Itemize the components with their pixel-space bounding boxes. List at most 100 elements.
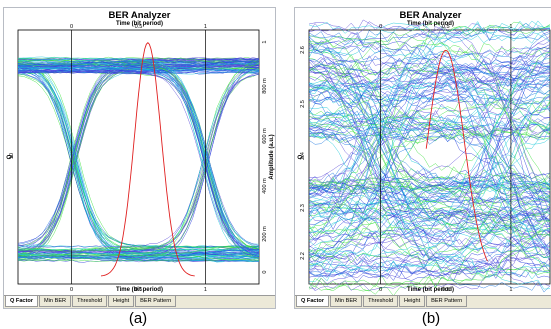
eye-trace bbox=[17, 252, 260, 258]
bottom-axis-label: Time (bit period) bbox=[116, 287, 163, 293]
eye-trace bbox=[17, 72, 260, 253]
eye-traces bbox=[308, 19, 551, 297]
eye-trace bbox=[308, 84, 551, 108]
right-tick-label: 600 m bbox=[262, 128, 268, 144]
left-tick-label: 2.2 bbox=[300, 252, 306, 260]
eye-trace bbox=[308, 233, 550, 292]
eye-trace bbox=[308, 176, 551, 272]
tab-threshold[interactable]: Threshold bbox=[363, 296, 398, 307]
eye-trace bbox=[308, 20, 551, 246]
eye-trace bbox=[17, 74, 260, 254]
bottom-tick-label: 1 bbox=[204, 287, 207, 293]
eye-trace bbox=[308, 63, 551, 191]
eye-trace bbox=[308, 126, 551, 222]
eye-trace bbox=[308, 204, 551, 221]
eye-trace bbox=[308, 108, 551, 210]
eye-trace bbox=[308, 27, 551, 193]
tab-threshold[interactable]: Threshold bbox=[72, 296, 107, 307]
eye-trace bbox=[308, 181, 551, 259]
eye-trace bbox=[308, 172, 551, 260]
eye-diagram-plot: 0 0 0.5 0.5 1 1 Q10 1 800 m 600 m 400 m 200 m 0 Ampli… bbox=[7, 24, 275, 293]
eye-trace bbox=[308, 62, 551, 92]
eye-trace bbox=[308, 209, 551, 236]
eye-trace bbox=[17, 73, 260, 249]
panel-title: BER Analyzer bbox=[399, 10, 462, 21]
eye-trace bbox=[308, 37, 551, 257]
eye-trace bbox=[308, 63, 551, 101]
right-tick-label: 1 bbox=[262, 40, 268, 43]
eye-trace bbox=[308, 35, 551, 254]
eye-trace bbox=[308, 130, 551, 214]
eye-trace bbox=[308, 25, 550, 267]
eye-trace bbox=[308, 180, 551, 297]
eye-trace bbox=[17, 254, 260, 262]
eye-trace bbox=[308, 21, 551, 235]
eye-trace bbox=[308, 219, 551, 289]
eye-trace bbox=[18, 71, 259, 257]
eye-trace bbox=[308, 119, 551, 141]
eye-trace bbox=[308, 111, 551, 222]
eye-trace bbox=[308, 35, 551, 182]
eye-trace bbox=[308, 21, 551, 249]
tab-height[interactable]: Height bbox=[107, 296, 135, 307]
tab-q-factor[interactable]: Q Factor bbox=[5, 296, 39, 307]
bottom-tick-label: 0 bbox=[70, 287, 73, 293]
eye-trace bbox=[308, 29, 551, 91]
tab-q-factor[interactable]: Q Factor bbox=[296, 296, 330, 307]
left-tick-label: 2.3 bbox=[300, 204, 306, 212]
eye-trace bbox=[308, 44, 551, 106]
eye-trace bbox=[308, 216, 551, 243]
eye-trace bbox=[308, 65, 551, 143]
bottom-axis-label: Time (bit period) bbox=[407, 287, 454, 293]
eye-trace bbox=[308, 38, 551, 130]
left-tick-label: 2.4 bbox=[300, 152, 306, 160]
eye-trace bbox=[308, 130, 551, 240]
top-tick-label: 0 bbox=[379, 24, 382, 30]
eye-trace bbox=[308, 30, 551, 45]
eye-trace bbox=[17, 69, 260, 74]
eye-trace bbox=[308, 196, 551, 279]
eye-trace bbox=[308, 48, 551, 185]
eye-trace bbox=[17, 244, 260, 252]
eye-trace bbox=[308, 47, 551, 246]
tab-min-ber[interactable]: Min BER bbox=[39, 296, 72, 307]
tab-height[interactable]: Height bbox=[398, 296, 426, 307]
eye-trace bbox=[308, 172, 551, 196]
tab-ber-pattern[interactable]: BER Pattern bbox=[135, 296, 177, 307]
eye-trace bbox=[308, 229, 551, 292]
eye-trace bbox=[308, 93, 551, 264]
top-tick-label: 0.5 bbox=[442, 24, 450, 30]
eye-trace bbox=[308, 49, 551, 129]
eye-trace bbox=[308, 80, 551, 96]
eye-trace bbox=[308, 64, 551, 252]
eye-trace bbox=[17, 60, 260, 252]
eye-trace bbox=[308, 32, 551, 74]
eye-trace bbox=[18, 71, 260, 259]
tab-bar: Q Factor Min BER Threshold Height BER Patter… bbox=[295, 295, 551, 308]
eye-trace bbox=[308, 207, 551, 240]
left-tick-label: 10 bbox=[9, 153, 15, 159]
eye-trace bbox=[308, 60, 551, 249]
ber-analyzer-panel-a: BER Analyzer Time (bit period) 0 0 0.5 0.5 1… bbox=[3, 7, 276, 309]
eye-trace bbox=[308, 111, 551, 270]
eye-trace bbox=[17, 61, 260, 258]
eye-trace bbox=[17, 63, 260, 253]
tab-ber-pattern[interactable]: BER Pattern bbox=[426, 296, 468, 307]
eye-trace bbox=[17, 71, 260, 262]
eye-trace bbox=[308, 68, 551, 199]
eye-trace bbox=[17, 66, 260, 255]
right-tick-label: 400 m bbox=[262, 178, 268, 194]
top-tick-label: 1 bbox=[204, 24, 207, 30]
eye-trace bbox=[17, 62, 260, 254]
caption-a: (a) bbox=[128, 310, 148, 327]
eye-trace bbox=[17, 249, 260, 259]
eye-trace bbox=[308, 89, 551, 113]
left-axis-label: Q bbox=[7, 154, 13, 159]
eye-trace bbox=[308, 249, 551, 279]
eye-trace bbox=[308, 20, 551, 54]
eye-trace bbox=[309, 80, 551, 189]
eye-trace bbox=[308, 251, 551, 279]
eye-trace bbox=[308, 76, 551, 96]
tab-min-ber[interactable]: Min BER bbox=[330, 296, 363, 307]
eye-trace bbox=[17, 246, 260, 260]
